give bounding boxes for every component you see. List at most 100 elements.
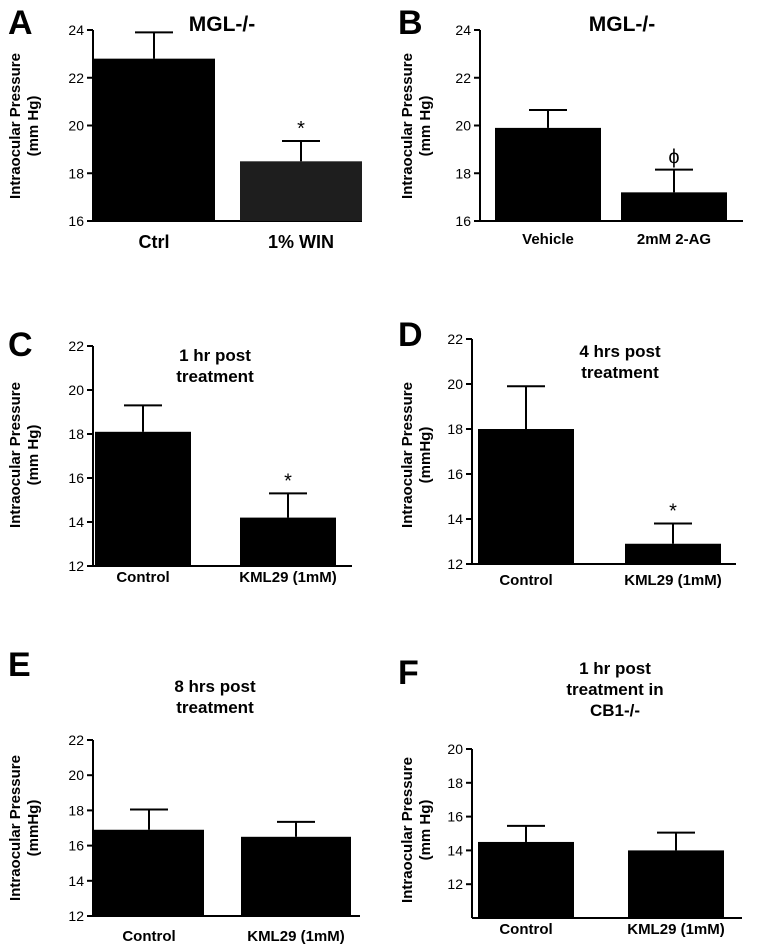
y-tick-label: 16 bbox=[447, 466, 463, 482]
title-line: 8 hrs post bbox=[174, 677, 256, 696]
bar-1 bbox=[478, 841, 574, 918]
y-tick-label: 18 bbox=[447, 421, 463, 437]
category-label: KML29 (1mM) bbox=[247, 928, 345, 945]
y-tick-label: 20 bbox=[447, 376, 463, 392]
y-axis-label-line: Intraocular Pressure bbox=[7, 53, 24, 199]
y-axis-label-line: Intraocular Pressure bbox=[399, 757, 416, 903]
y-tick-label: 24 bbox=[68, 22, 84, 38]
y-axis-label-line: (mmHg) bbox=[417, 427, 434, 484]
y-tick-label: 18 bbox=[68, 426, 84, 442]
chart-title: MGL-/- bbox=[189, 13, 255, 36]
y-tick-label: 18 bbox=[68, 802, 84, 818]
y-axis-label: Intraocular Pressure(mmHg) bbox=[7, 755, 42, 901]
title-line: CB1-/- bbox=[590, 701, 640, 720]
y-tick-label: 12 bbox=[447, 876, 463, 892]
y-tick-label: 12 bbox=[68, 908, 84, 924]
title-line: MGL-/- bbox=[189, 13, 255, 36]
y-axis-label-line: (mmHg) bbox=[25, 800, 42, 857]
y-axis-label: Intraocular Pressure(mm Hg) bbox=[399, 757, 434, 903]
bar-1 bbox=[94, 829, 204, 916]
category-label: 2mM 2-AG bbox=[637, 231, 711, 248]
y-tick-label: 24 bbox=[455, 22, 471, 38]
category-label: KML29 (1mM) bbox=[624, 572, 722, 589]
significance-marker: * bbox=[284, 470, 292, 492]
y-tick-label: 16 bbox=[455, 213, 471, 229]
category-label: Control bbox=[499, 921, 552, 938]
bar-2 bbox=[628, 850, 724, 918]
y-tick-label: 22 bbox=[68, 338, 84, 354]
category-label: 1% WIN bbox=[268, 232, 334, 252]
panel-letter: C bbox=[8, 326, 33, 364]
y-axis-label-line: Intraocular Pressure bbox=[7, 755, 24, 901]
title-line: treatment in bbox=[566, 680, 663, 699]
y-axis-label: Intraocular Pressure(mm Hg) bbox=[7, 382, 42, 528]
y-axis-label: Intraocular Pressure(mm Hg) bbox=[7, 53, 42, 199]
y-tick-label: 16 bbox=[447, 809, 463, 825]
y-tick-label: 12 bbox=[447, 556, 463, 572]
y-tick-label: 18 bbox=[68, 165, 84, 181]
y-tick-label: 20 bbox=[455, 118, 471, 134]
category-label: KML29 (1mM) bbox=[627, 921, 725, 938]
y-tick-label: 16 bbox=[68, 838, 84, 854]
y-tick-label: 20 bbox=[447, 741, 463, 757]
bar-2 bbox=[621, 192, 727, 221]
title-line: MGL-/- bbox=[589, 13, 655, 36]
panel-b: B MGL-/- Intraocular Pressure(mm Hg) 16 18 20… bbox=[398, 4, 743, 248]
title-line: 4 hrs post bbox=[579, 342, 661, 361]
bar-1 bbox=[495, 127, 601, 221]
significance-marker: * bbox=[669, 501, 677, 523]
y-tick-label: 14 bbox=[68, 873, 84, 889]
panel-d: D 4 hrs post treatment Intraocular Pressure… bbox=[398, 316, 736, 589]
bar-1 bbox=[95, 431, 191, 566]
panel-letter: D bbox=[398, 316, 423, 354]
category-label: Control bbox=[116, 569, 169, 586]
bar-2 bbox=[241, 836, 351, 916]
panel-c: C 1 hr post treatment Intraocular Pressure(… bbox=[7, 326, 352, 586]
panel-f: F 1 hr post treatment in CB1-/- Intraocular … bbox=[398, 654, 742, 938]
y-tick-label: 20 bbox=[68, 382, 84, 398]
y-axis-label-line: (mm Hg) bbox=[417, 800, 434, 861]
bar-2 bbox=[240, 161, 362, 221]
category-label: KML29 (1mM) bbox=[239, 569, 337, 586]
y-tick-label: 22 bbox=[455, 70, 471, 86]
y-tick-label: 18 bbox=[447, 775, 463, 791]
panel-a: A MGL-/- Intraocular Pressure(mm Hg) 16 18 20… bbox=[7, 4, 362, 252]
y-axis-label-line: Intraocular Pressure bbox=[399, 382, 416, 528]
y-tick-label: 20 bbox=[68, 118, 84, 134]
significance-marker: ϕ bbox=[668, 147, 679, 169]
category-label: Control bbox=[122, 928, 175, 945]
y-axis-label-line: (mm Hg) bbox=[417, 96, 434, 157]
y-tick-label: 16 bbox=[68, 470, 84, 486]
category-label: Control bbox=[499, 572, 552, 589]
panel-letter: A bbox=[8, 4, 33, 42]
title-line: treatment bbox=[176, 698, 254, 717]
bar-2 bbox=[625, 543, 721, 564]
y-tick-label: 12 bbox=[68, 558, 84, 574]
y-tick-label: 16 bbox=[68, 213, 84, 229]
y-axis-label-line: (mm Hg) bbox=[25, 96, 42, 157]
y-tick-label: 18 bbox=[455, 165, 471, 181]
y-tick-label: 14 bbox=[447, 511, 463, 527]
y-tick-label: 14 bbox=[447, 842, 463, 858]
y-axis-label-line: Intraocular Pressure bbox=[399, 53, 416, 199]
y-tick-label: 22 bbox=[447, 331, 463, 347]
y-tick-label: 22 bbox=[68, 70, 84, 86]
y-axis-label: Intraocular Pressure(mmHg) bbox=[399, 382, 434, 528]
chart-title: 4 hrs post treatment bbox=[579, 342, 661, 382]
y-axis-label: Intraocular Pressure(mm Hg) bbox=[399, 53, 434, 199]
title-line: treatment bbox=[581, 363, 659, 382]
y-tick-label: 14 bbox=[68, 514, 84, 530]
significance-marker: * bbox=[297, 118, 305, 140]
bar-2 bbox=[240, 517, 336, 566]
panel-letter: E bbox=[8, 646, 31, 684]
chart-title: 8 hrs post treatment bbox=[174, 677, 256, 717]
panel-letter: F bbox=[398, 654, 419, 692]
title-line: 1 hr post bbox=[579, 659, 651, 678]
bar-1 bbox=[93, 58, 215, 222]
category-label: Ctrl bbox=[139, 232, 170, 252]
bar-1 bbox=[478, 429, 574, 564]
chart-title: 1 hr post treatment bbox=[176, 346, 254, 386]
chart-title: MGL-/- bbox=[589, 13, 655, 36]
panel-e: E 8 hrs post treatment Intraocular Pressure… bbox=[7, 646, 360, 945]
title-line: treatment bbox=[176, 367, 254, 386]
